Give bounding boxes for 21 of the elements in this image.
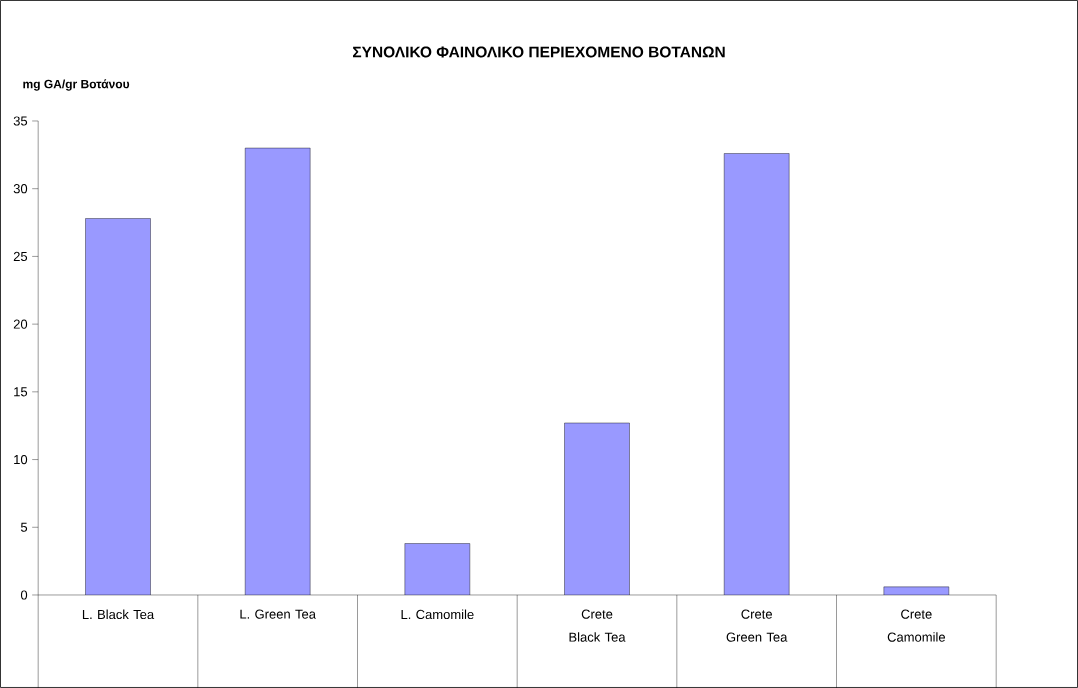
y-tick-label: 5 [20, 522, 28, 532]
y-tick-label: 25 [13, 251, 28, 262]
bar [724, 153, 790, 595]
bar [564, 422, 630, 595]
y-tick-label: 35 [13, 116, 28, 126]
chart-title: ΣΥΝΟΛΙΚΟ ΦΑΙΝΟΛΙΚΟ ΠΕΡΙΕΧΟΜΕΝΟ ΒΟΤΑΝΩΝ [353, 46, 725, 58]
bar [85, 218, 151, 595]
bar [245, 148, 311, 595]
x-tick-label: Crete Green Tea [726, 609, 788, 642]
y-tick-label: 15 [14, 387, 28, 397]
y-tick-label: 10 [14, 454, 28, 465]
x-tick-label: Crete Camomile [887, 609, 946, 642]
y-tick-label: 0 [20, 590, 28, 600]
y-tick-label: 20 [13, 319, 28, 329]
y-axis-title: mg GA/gr Βοτάνου [23, 79, 130, 91]
y-tick-label: 30 [13, 184, 28, 194]
x-tick-label: Crete Black Tea [569, 609, 626, 642]
x-tick-label: L. Black Tea [82, 609, 155, 620]
x-tick-label: L. Camomile [401, 609, 474, 620]
bar [404, 543, 470, 595]
x-tick-label: L. Green Tea [240, 609, 316, 619]
